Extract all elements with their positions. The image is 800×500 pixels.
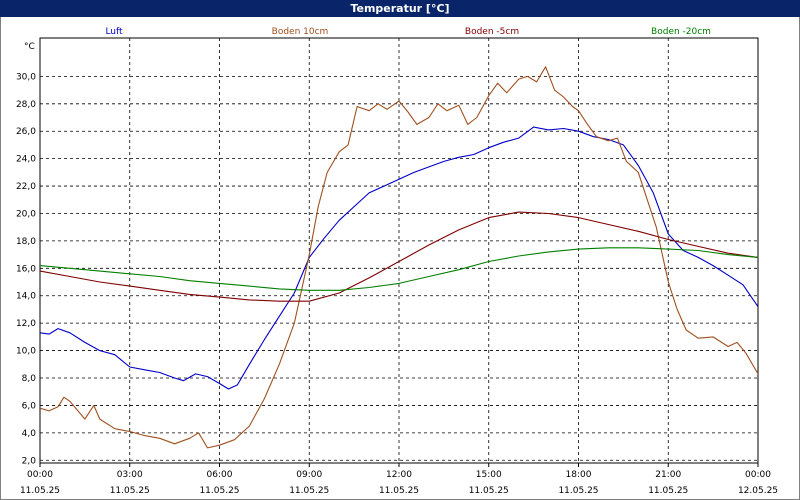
x-tick-date: 11.05.25 bbox=[289, 486, 329, 496]
y-tick-label: 2,0 bbox=[22, 456, 37, 466]
y-tick-label: 10,0 bbox=[16, 347, 36, 357]
series-lines bbox=[39, 66, 759, 449]
legend-entry: Boden 10cm bbox=[272, 27, 329, 37]
y-tick-label: 20,0 bbox=[16, 209, 36, 219]
window-title: Temperatur [°C] bbox=[0, 0, 800, 17]
y-tick-label: 24,0 bbox=[16, 155, 36, 165]
y-tick-label: 8,0 bbox=[22, 374, 37, 384]
y-axis-label: °C bbox=[24, 42, 35, 52]
x-tick-date: 11.05.25 bbox=[558, 486, 598, 496]
x-tick-time: 00:00 bbox=[745, 470, 771, 480]
series-line bbox=[39, 66, 759, 449]
x-tick-date: 11.05.25 bbox=[20, 486, 60, 496]
legend-entry: Boden -5cm bbox=[465, 27, 519, 37]
x-tick-date: 11.05.25 bbox=[648, 486, 688, 496]
series-line bbox=[39, 247, 759, 291]
x-tick-date: 11.05.25 bbox=[379, 486, 419, 496]
x-axis: 00:00 11.05.25 03:00 11.05.25 06:00 11.05.25 0… bbox=[20, 463, 778, 496]
x-tick-time: 18:00 bbox=[566, 470, 592, 480]
x-tick-time: 09:00 bbox=[296, 470, 322, 480]
y-tick-label: 14,0 bbox=[16, 292, 36, 302]
y-tick-label: 16,0 bbox=[16, 264, 36, 274]
legend: Luft Boden 10cm Boden -5cm Boden -20cm bbox=[105, 27, 711, 37]
y-tick-label: 6,0 bbox=[22, 401, 37, 411]
y-axis: 2,0 4,0 6,0 8,0 10,0 12,0 14,0 16,0 18,0 20,0 22,0… bbox=[16, 72, 36, 466]
x-tick-date: 11.05.25 bbox=[110, 486, 150, 496]
x-tick-time: 15:00 bbox=[476, 470, 502, 480]
y-tick-label: 18,0 bbox=[16, 237, 36, 247]
x-tick-date: 11.05.25 bbox=[199, 486, 239, 496]
series-line bbox=[39, 126, 759, 390]
y-tick-label: 22,0 bbox=[16, 182, 36, 192]
x-tick-time: 03:00 bbox=[117, 470, 143, 480]
series-line bbox=[39, 211, 759, 302]
x-tick-time: 06:00 bbox=[207, 470, 233, 480]
legend-entry: Luft bbox=[105, 27, 123, 37]
y-tick-label: 4,0 bbox=[22, 429, 37, 439]
y-tick-label: 12,0 bbox=[16, 319, 36, 329]
y-tick-label: 30,0 bbox=[16, 72, 36, 82]
x-tick-date: 12.05.25 bbox=[738, 486, 778, 496]
x-tick-date: 11.05.25 bbox=[469, 486, 509, 496]
x-tick-time: 21:00 bbox=[655, 470, 681, 480]
x-tick-time: 12:00 bbox=[386, 470, 412, 480]
x-tick-time: 00:00 bbox=[27, 470, 53, 480]
legend-entry: Boden -20cm bbox=[651, 27, 711, 37]
gridlines bbox=[40, 38, 758, 463]
y-tick-label: 26,0 bbox=[16, 127, 36, 137]
y-tick-label: 28,0 bbox=[16, 100, 36, 110]
